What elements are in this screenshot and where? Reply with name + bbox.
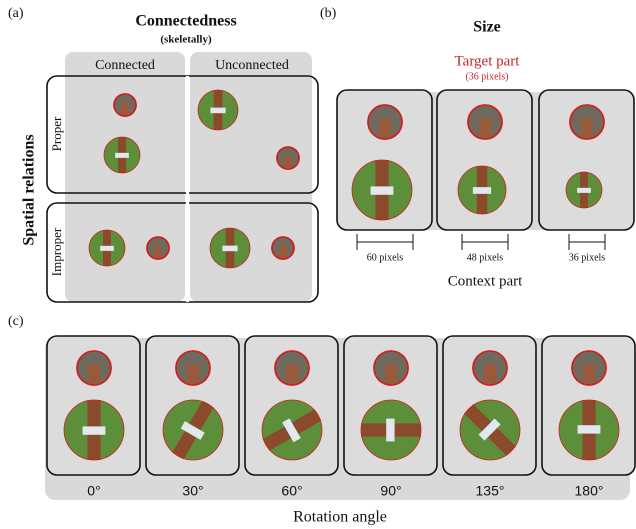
- target-title: Target part: [455, 53, 521, 69]
- target-stripe: [479, 119, 491, 138]
- wristband: [210, 108, 225, 114]
- wristband: [577, 188, 591, 193]
- angle-label: 60°: [281, 483, 302, 499]
- column-band: [190, 52, 312, 302]
- wristband: [115, 153, 129, 158]
- panel-label: (b): [320, 6, 337, 21]
- size-label: 36 pixels: [569, 252, 605, 263]
- target-stripe: [154, 246, 162, 258]
- wristband: [386, 419, 394, 442]
- angle-label: 180°: [575, 483, 604, 499]
- target-size: (36 pixels): [465, 71, 508, 82]
- wristband: [222, 246, 237, 252]
- panel-label: (a): [8, 6, 24, 21]
- target-stripe: [187, 365, 199, 384]
- target-stripe: [121, 103, 129, 115]
- wristband: [100, 246, 114, 251]
- panel-subtitle: (skeletally): [160, 34, 212, 46]
- target-stripe: [385, 365, 397, 384]
- column-band: [65, 52, 185, 302]
- target-stripe: [88, 365, 100, 384]
- wristband: [371, 186, 394, 194]
- size-label: 48 pixels: [467, 252, 503, 263]
- panel-label: (c): [8, 314, 24, 329]
- angle-label: 30°: [182, 483, 203, 499]
- row-axis-label: Spatial relations: [21, 134, 38, 245]
- column-header: Unconnected: [215, 58, 289, 73]
- target-stripe: [581, 119, 593, 138]
- target-stripe: [286, 365, 298, 384]
- row-label: Improper: [49, 227, 64, 276]
- axis-label: Context part: [448, 273, 523, 289]
- size-label: 60 pixels: [367, 252, 403, 263]
- column-header: Connected: [95, 58, 155, 73]
- wristband: [83, 426, 106, 434]
- panel-title: Connectedness: [135, 13, 236, 30]
- angle-label: 90°: [380, 483, 401, 499]
- target-stripe: [379, 119, 391, 138]
- target-stripe: [583, 365, 595, 384]
- wristband: [473, 187, 491, 194]
- angle-label: 0°: [87, 483, 100, 499]
- row-label: Proper: [49, 116, 64, 151]
- target-stripe: [284, 156, 292, 168]
- panel-title: Size: [473, 19, 501, 36]
- target-stripe: [484, 365, 496, 384]
- figure: (a) Connectedness (skeletally) Connected…: [0, 0, 636, 529]
- wristband: [578, 425, 601, 433]
- target-stripe: [279, 246, 287, 258]
- angle-label: 135°: [476, 483, 505, 499]
- axis-label: Rotation angle: [293, 509, 387, 526]
